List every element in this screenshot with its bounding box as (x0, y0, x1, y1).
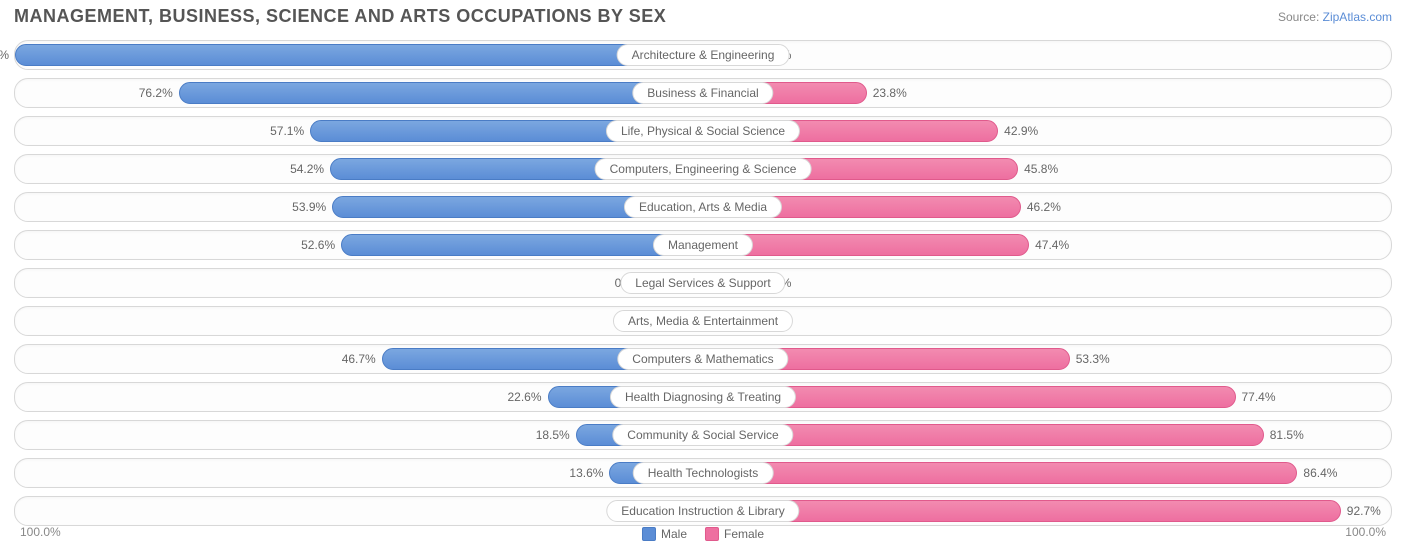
female-value-label: 23.8% (873, 79, 907, 107)
male-value-label: 100.0% (0, 41, 9, 69)
chart-area: 100.0%0.0%Architecture & Engineering 76.2… (14, 40, 1392, 519)
female-value-label: 81.5% (1270, 421, 1304, 449)
female-bar (703, 462, 1297, 484)
male-value-label: 22.6% (507, 383, 541, 411)
legend: Male Female (642, 527, 764, 541)
female-value-label: 53.3% (1076, 345, 1110, 373)
male-value-label: 13.6% (569, 459, 603, 487)
female-value-label: 92.7% (1347, 497, 1381, 525)
male-value-label: 52.6% (301, 231, 335, 259)
category-label: Community & Social Service (612, 424, 793, 446)
female-value-label: 77.4% (1242, 383, 1276, 411)
chart-row: 0.0%0.0%Arts, Media & Entertainment (14, 306, 1392, 336)
source-prefix: Source: (1278, 10, 1323, 24)
female-value-label: 46.2% (1027, 193, 1061, 221)
female-swatch-icon (705, 527, 719, 541)
chart-row: 46.7% 53.3% Computers & Mathematics (14, 344, 1392, 374)
category-label: Legal Services & Support (620, 272, 785, 294)
male-bar (341, 234, 703, 256)
category-label: Life, Physical & Social Science (606, 120, 800, 142)
male-bar (15, 44, 703, 66)
female-value-label: 42.9% (1004, 117, 1038, 145)
male-bar (179, 82, 703, 104)
category-label: Computers, Engineering & Science (595, 158, 812, 180)
source-link[interactable]: ZipAtlas.com (1323, 10, 1392, 24)
chart-row: 53.9% 46.2% Education, Arts & Media (14, 192, 1392, 222)
chart-row: 18.5% 81.5% Community & Social Service (14, 420, 1392, 450)
axis-right-label: 100.0% (1345, 525, 1386, 539)
male-value-label: 57.1% (270, 117, 304, 145)
category-label: Architecture & Engineering (617, 44, 790, 66)
category-label: Management (653, 234, 753, 256)
legend-male-label: Male (661, 527, 687, 541)
chart-row: 0.0%0.0%Legal Services & Support (14, 268, 1392, 298)
category-label: Arts, Media & Entertainment (613, 310, 793, 332)
category-label: Computers & Mathematics (617, 348, 788, 370)
female-value-label: 47.4% (1035, 231, 1069, 259)
chart-row: 54.2% 45.8% Computers, Engineering & Scien… (14, 154, 1392, 184)
chart-row: 100.0%0.0%Architecture & Engineering (14, 40, 1392, 70)
male-value-label: 54.2% (290, 155, 324, 183)
category-label: Business & Financial (632, 82, 773, 104)
category-label: Health Diagnosing & Treating (610, 386, 796, 408)
male-value-label: 76.2% (139, 79, 173, 107)
male-swatch-icon (642, 527, 656, 541)
chart-row: 57.1% 42.9% Life, Physical & Social Scienc… (14, 116, 1392, 146)
female-value-label: 86.4% (1303, 459, 1337, 487)
male-value-label: 18.5% (536, 421, 570, 449)
chart-row: 13.6% 86.4% Health Technologists (14, 458, 1392, 488)
female-value-label: 45.8% (1024, 155, 1058, 183)
legend-female-label: Female (724, 527, 764, 541)
chart-row: 22.6% 77.4% Health Diagnosing & Treating (14, 382, 1392, 412)
category-label: Education Instruction & Library (606, 500, 799, 522)
category-label: Health Technologists (633, 462, 774, 484)
legend-male: Male (642, 527, 687, 541)
chart-row: 7.3%92.7%Education Instruction & Library (14, 496, 1392, 526)
legend-female: Female (705, 527, 764, 541)
chart-row: 76.2% 23.8% Business & Financial (14, 78, 1392, 108)
source-attribution: Source: ZipAtlas.com (1278, 10, 1392, 24)
male-value-label: 46.7% (342, 345, 376, 373)
chart-title: MANAGEMENT, BUSINESS, SCIENCE AND ARTS O… (14, 6, 666, 27)
male-value-label: 53.9% (292, 193, 326, 221)
axis-left-label: 100.0% (20, 525, 61, 539)
category-label: Education, Arts & Media (624, 196, 782, 218)
chart-row: 52.6% 47.4% Management (14, 230, 1392, 260)
